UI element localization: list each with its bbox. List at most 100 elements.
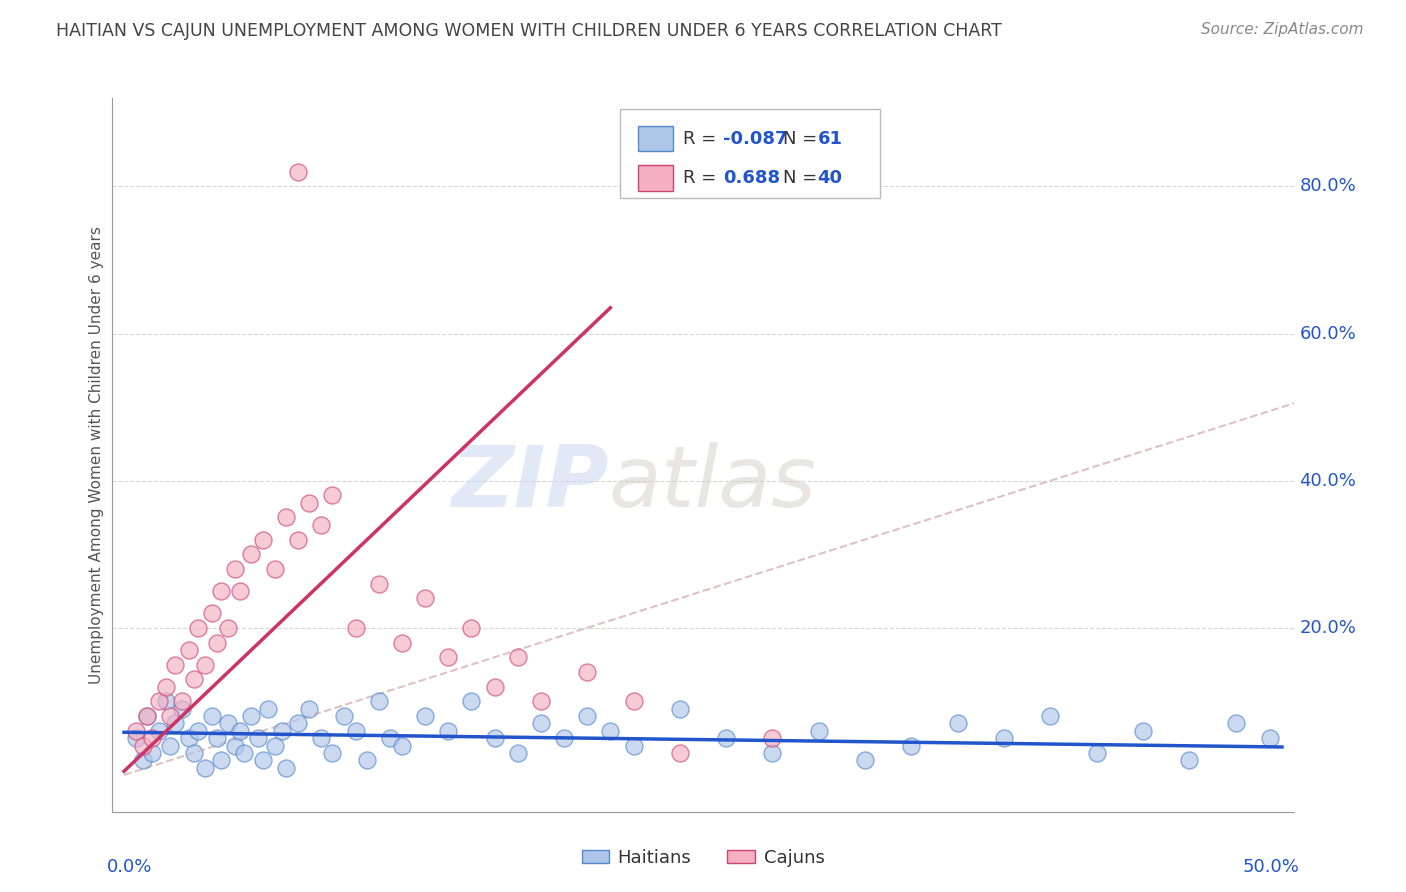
Point (229, 584, 252, 599)
Point (148, 723, 170, 738)
Point (391, 635, 413, 649)
Point (1039, 709, 1062, 723)
Point (233, 746, 256, 760)
Point (506, 650, 529, 665)
Point (530, 716, 553, 731)
Text: 0.688: 0.688 (723, 169, 780, 187)
Point (761, 731, 783, 746)
Point (187, 621, 209, 635)
Point (131, 753, 153, 767)
Point (437, 650, 460, 665)
Point (263, 739, 285, 753)
Point (344, 621, 367, 635)
Point (761, 746, 783, 760)
Point (1225, 716, 1247, 731)
Text: N =: N = (783, 129, 824, 148)
Text: N =: N = (783, 169, 824, 187)
Text: R =: R = (683, 169, 721, 187)
Text: atlas: atlas (609, 442, 817, 525)
Text: R =: R = (683, 129, 721, 148)
Text: 40.0%: 40.0% (1299, 472, 1357, 490)
Point (224, 562, 246, 576)
Point (287, 164, 309, 178)
Point (599, 723, 621, 738)
Point (993, 731, 1015, 746)
Point (201, 606, 224, 620)
Point (141, 731, 163, 746)
Point (217, 621, 239, 635)
Text: 61: 61 (817, 129, 842, 148)
Point (576, 709, 599, 723)
Text: ZIP: ZIP (451, 442, 609, 525)
Point (155, 680, 177, 694)
Point (256, 702, 278, 716)
Point (276, 761, 298, 775)
Text: Source: ZipAtlas.com: Source: ZipAtlas.com (1201, 22, 1364, 37)
Point (460, 621, 482, 635)
Point (163, 657, 186, 672)
Point (287, 716, 309, 731)
Point (229, 723, 252, 738)
Point (1178, 753, 1201, 767)
Text: 40: 40 (817, 169, 842, 187)
Point (209, 753, 232, 767)
Point (136, 709, 159, 723)
Point (1132, 723, 1154, 738)
Point (506, 746, 529, 760)
Point (240, 709, 263, 723)
FancyBboxPatch shape (638, 165, 673, 191)
Point (163, 716, 186, 731)
Legend: Haitians, Cajuns: Haitians, Cajuns (574, 842, 832, 874)
Point (205, 731, 228, 746)
Point (276, 510, 298, 524)
Point (187, 723, 209, 738)
Point (183, 746, 205, 760)
Point (263, 562, 285, 576)
Point (177, 643, 200, 657)
Point (669, 746, 692, 760)
Point (170, 694, 193, 708)
Text: 20.0%: 20.0% (1299, 619, 1357, 637)
Point (484, 731, 506, 746)
Point (205, 635, 228, 649)
Point (530, 694, 553, 708)
Point (155, 694, 177, 708)
Point (356, 753, 378, 767)
Point (224, 739, 246, 753)
Point (413, 591, 436, 606)
Point (714, 731, 737, 746)
Point (209, 584, 232, 599)
Point (298, 702, 321, 716)
Point (344, 723, 367, 738)
Point (252, 533, 274, 547)
Text: 60.0%: 60.0% (1299, 325, 1357, 343)
Point (669, 702, 692, 716)
Y-axis label: Unemployment Among Women with Children Under 6 years: Unemployment Among Women with Children U… (89, 226, 104, 684)
Point (194, 657, 217, 672)
Point (141, 746, 163, 760)
Point (367, 576, 389, 591)
Point (321, 488, 343, 502)
FancyBboxPatch shape (638, 126, 673, 152)
Point (333, 709, 356, 723)
Text: -0.087: -0.087 (723, 129, 787, 148)
Point (437, 723, 460, 738)
Point (201, 709, 224, 723)
Point (159, 739, 181, 753)
Point (367, 694, 389, 708)
Text: HAITIAN VS CAJUN UNEMPLOYMENT AMONG WOMEN WITH CHILDREN UNDER 6 YEARS CORRELATIO: HAITIAN VS CAJUN UNEMPLOYMENT AMONG WOME… (56, 22, 1002, 40)
Point (576, 665, 599, 679)
Point (321, 746, 343, 760)
Text: 80.0%: 80.0% (1299, 178, 1357, 195)
Text: 0.0%: 0.0% (107, 858, 152, 876)
Point (124, 723, 146, 738)
Point (177, 731, 200, 746)
Point (148, 694, 170, 708)
Point (460, 694, 482, 708)
Point (170, 702, 193, 716)
Point (247, 731, 270, 746)
Point (270, 723, 292, 738)
Point (183, 673, 205, 687)
Point (623, 739, 645, 753)
Point (217, 716, 239, 731)
